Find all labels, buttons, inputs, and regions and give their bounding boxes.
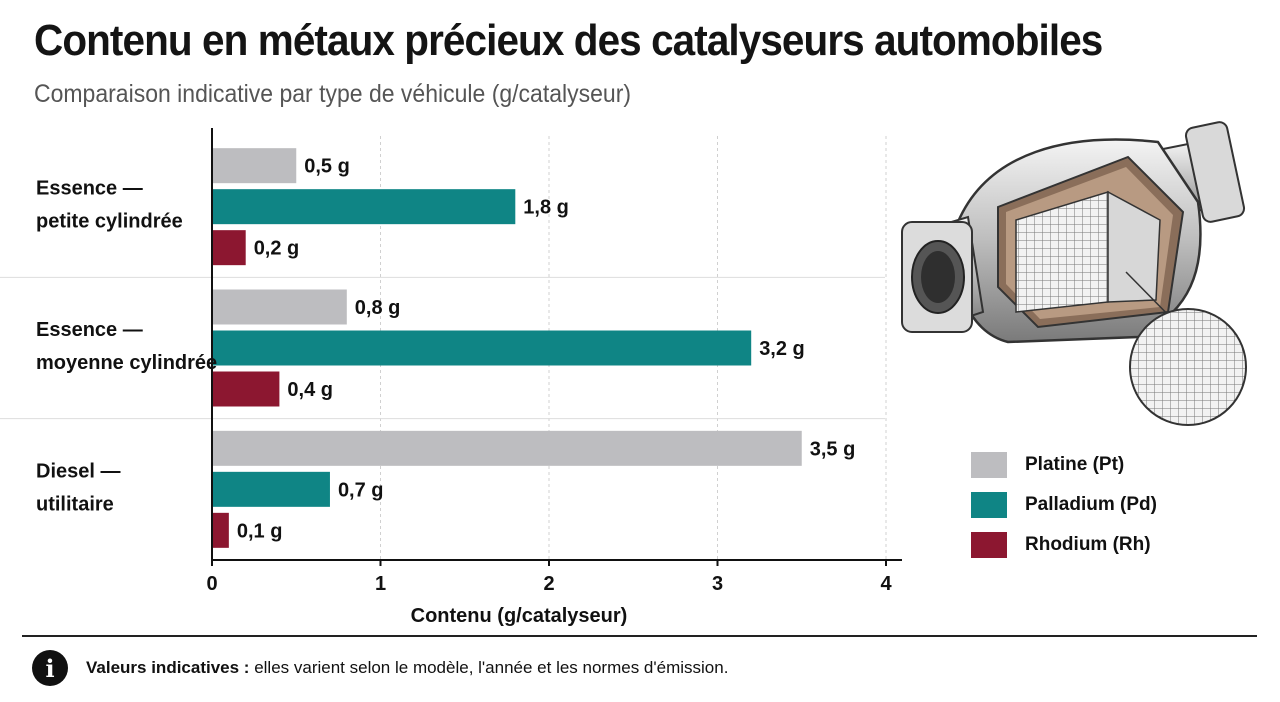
data-label: 0,2 g <box>254 238 300 260</box>
category-label: Diesel — <box>36 460 120 482</box>
category-label: moyenne cylindrée <box>36 352 217 374</box>
data-label: 1,8 g <box>523 197 569 219</box>
legend-label-rhodium: Rhodium (Rh) <box>1025 534 1151 555</box>
legend-label-platine: Platine (Pt) <box>1025 454 1125 475</box>
data-label: 3,2 g <box>759 338 805 360</box>
bar-platine-1 <box>212 289 347 325</box>
data-label: 0,1 g <box>237 520 283 542</box>
x-tick-label: 1 <box>375 573 386 595</box>
bar-palladium-2 <box>212 471 330 507</box>
legend: Platine (Pt) Palladium (Pd) Rhodium (Rh) <box>971 452 1157 572</box>
legend-swatch-palladium <box>971 492 1007 518</box>
x-tick-label: 0 <box>206 573 217 595</box>
legend-item-rhodium: Rhodium (Rh) <box>971 532 1157 558</box>
bar-rhodium-2 <box>212 512 229 548</box>
category-label: petite cylindrée <box>36 211 183 233</box>
footer-note: i Valeurs indicatives : elles varient se… <box>32 650 728 686</box>
data-label: 3,5 g <box>810 438 856 460</box>
bar-platine-0 <box>212 148 297 184</box>
bar-platine-2 <box>212 430 802 466</box>
x-tick-label: 4 <box>880 573 892 595</box>
category-label: Essence — <box>36 319 143 341</box>
footer-text: Valeurs indicatives : elles varient selo… <box>86 658 728 678</box>
bar-rhodium-1 <box>212 371 280 407</box>
data-label: 0,5 g <box>304 156 350 178</box>
footer-bold: Valeurs indicatives : <box>86 658 250 677</box>
bar-rhodium-0 <box>212 230 246 266</box>
legend-item-palladium: Palladium (Pd) <box>971 492 1157 518</box>
bar-palladium-0 <box>212 189 516 225</box>
x-tick-label: 2 <box>543 573 554 595</box>
chart-subtitle: Comparaison indicative par type de véhic… <box>34 80 632 108</box>
legend-swatch-platine <box>971 452 1007 478</box>
category-label: Essence — <box>36 178 143 200</box>
legend-swatch-rhodium <box>971 532 1007 558</box>
x-axis-title: Contenu (g/catalyseur) <box>411 605 628 627</box>
info-icon: i <box>32 650 68 686</box>
bar-palladium-1 <box>212 330 752 366</box>
data-label: 0,4 g <box>287 379 333 401</box>
data-label: 0,8 g <box>355 297 401 319</box>
legend-label-palladium: Palladium (Pd) <box>1025 494 1157 515</box>
footer-divider <box>22 635 1257 637</box>
footer-body: elles varient selon le modèle, l'année e… <box>249 658 729 677</box>
legend-item-platine: Platine (Pt) <box>971 452 1157 478</box>
catalytic-converter-icon <box>901 121 1247 426</box>
category-label: utilitaire <box>36 493 114 515</box>
chart-title: Contenu en métaux précieux des catalyseu… <box>34 16 1103 65</box>
data-label: 0,7 g <box>338 479 384 501</box>
x-tick-label: 3 <box>712 573 723 595</box>
